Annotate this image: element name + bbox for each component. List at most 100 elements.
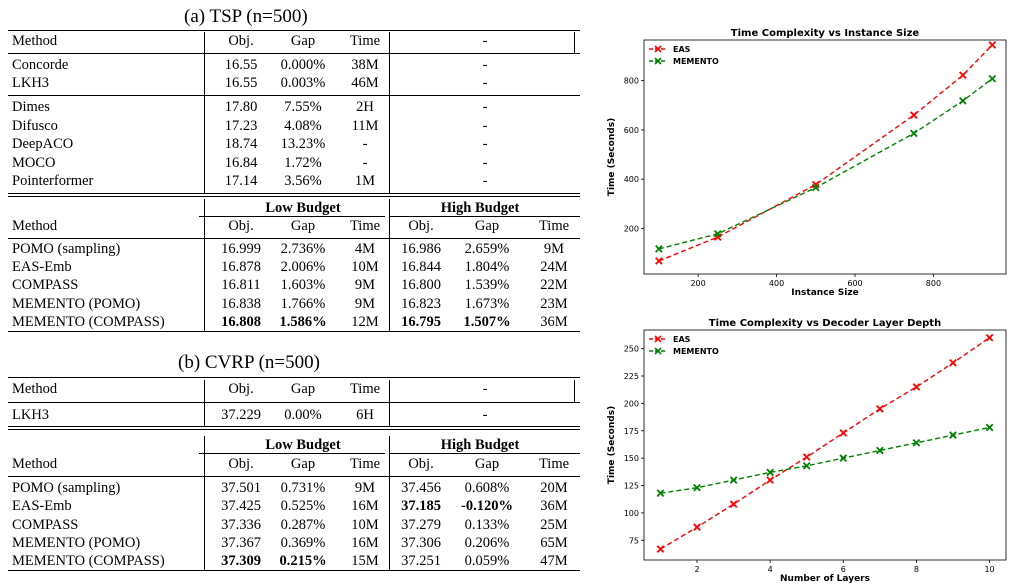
data-point-memento — [802, 461, 811, 470]
method-cell: EAS-Emb — [12, 259, 72, 276]
time-cell: 46M — [351, 75, 379, 91]
col-low-time: Time — [349, 456, 381, 472]
high-obj-cell: 37.251 — [401, 553, 441, 570]
col-method: Method — [12, 218, 58, 234]
chart-title: Time Complexity vs Instance Size — [731, 28, 920, 39]
obj-cell: 17.80 — [224, 99, 258, 115]
rule — [389, 216, 580, 217]
data-point-eas — [988, 41, 997, 49]
gap-cell: 13.23% — [280, 136, 326, 152]
method-cell: MOCO — [12, 154, 56, 171]
x-tick-label: 800 — [926, 279, 941, 288]
low-time-cell: 16M — [351, 498, 379, 515]
high-gap-cell: 2.659% — [464, 241, 510, 257]
y-axis-label: Time (Seconds) — [607, 406, 617, 484]
gap-cell: 3.56% — [284, 173, 322, 189]
rule — [8, 426, 580, 427]
low-time-cell: 12M — [351, 313, 379, 330]
column-rule — [204, 199, 205, 331]
method-cell: COMPASS — [12, 516, 79, 533]
column-rule — [204, 32, 205, 193]
high-gap-cell: 0.206% — [464, 534, 510, 551]
high-time-cell: 47M — [540, 553, 568, 570]
y-axis-label: Time (Seconds) — [607, 118, 617, 196]
method-cell: EAS-Emb — [12, 498, 72, 515]
high-time-cell: 65M — [540, 534, 568, 551]
data-point-eas — [909, 111, 918, 119]
high-gap-cell: -0.120% — [461, 498, 513, 515]
low-obj-cell: 37.425 — [221, 498, 261, 515]
method-cell: POMO (sampling) — [12, 480, 121, 496]
y-tick-label: 400 — [624, 175, 639, 184]
data-point-memento — [959, 97, 967, 105]
col-gap: Gap — [290, 33, 316, 49]
low-time-cell: 4M — [354, 241, 376, 257]
high-obj-cell: 16.800 — [401, 277, 441, 294]
time-cell: 38M — [351, 57, 379, 73]
low-obj-cell: 37.336 — [221, 516, 261, 533]
low-gap-cell: 2.736% — [280, 241, 326, 257]
method-cell: Dimes — [12, 99, 50, 115]
data-point-memento — [729, 476, 738, 484]
y-tick-label: 250 — [624, 345, 639, 354]
placeholder-cell: - — [482, 99, 488, 115]
rule — [8, 476, 580, 477]
low-gap-cell: 2.006% — [280, 259, 326, 276]
rule — [8, 53, 580, 54]
low-obj-cell: 37.501 — [221, 480, 261, 496]
column-rule — [389, 436, 390, 570]
high-gap-cell: 1.507% — [463, 313, 511, 330]
column-rule — [389, 199, 390, 331]
low-obj-cell: 16.878 — [221, 259, 261, 276]
x-tick-label: 600 — [847, 279, 862, 288]
rule — [8, 95, 580, 96]
low-time-cell: 15M — [351, 553, 379, 570]
time-cell: 2H — [356, 99, 374, 115]
data-point-eas — [876, 405, 884, 413]
col-high-gap: Gap — [474, 456, 500, 472]
y-tick-label: 100 — [624, 509, 639, 518]
high-gap-cell: 1.539% — [464, 277, 510, 294]
high-gap-cell: 0.133% — [464, 516, 510, 533]
method-cell: MEMENTO (POMO) — [12, 534, 141, 551]
method-cell: DeepACO — [12, 136, 74, 152]
legend-entry: MEMENTO — [649, 347, 719, 356]
data-point-memento — [655, 245, 663, 253]
low-gap-cell: 0.731% — [280, 480, 326, 496]
low-time-cell: 9M — [354, 295, 376, 312]
low-obj-cell: 16.838 — [221, 295, 261, 312]
method-cell: MEMENTO (COMPASS) — [12, 313, 165, 330]
low-time-cell: 9M — [354, 480, 376, 496]
gap-cell: 0.00% — [284, 407, 322, 423]
plot-frame — [643, 329, 1007, 561]
col-high-time: Time — [538, 218, 570, 234]
rule — [8, 377, 580, 378]
obj-cell: 17.23 — [224, 117, 258, 134]
y-tick-label: 125 — [624, 482, 639, 491]
x-tick-label: 200 — [690, 279, 705, 288]
x-axis-label: Instance Size — [791, 288, 858, 298]
x-tick-label: 6 — [841, 565, 846, 574]
low-obj-cell: 37.367 — [221, 534, 261, 551]
y-tick-label: 200 — [624, 399, 639, 408]
obj-cell: 16.55 — [224, 75, 258, 91]
rule — [8, 196, 580, 197]
data-point-eas — [656, 545, 665, 553]
decoder-depth-chart: Time Complexity vs Decoder Layer Depth 2 4… — [607, 318, 1007, 584]
low-obj-cell: 16.808 — [221, 313, 261, 330]
high-gap-cell: 0.059% — [464, 553, 510, 570]
high-obj-cell: 37.279 — [401, 516, 441, 533]
x-tick-label: 4 — [768, 565, 773, 574]
high-time-cell: 20M — [540, 480, 568, 496]
low-gap-cell: 1.603% — [280, 277, 326, 294]
cvrp-table-title: (b) CVRP (n=500) — [178, 352, 320, 373]
high-time-cell: 9M — [543, 241, 565, 257]
time-cell: - — [362, 154, 368, 171]
legend-entry: EAS — [649, 45, 691, 54]
data-point-eas — [949, 359, 957, 367]
y-tick-label: 150 — [624, 454, 639, 463]
low-time-cell: 10M — [351, 516, 379, 533]
col-low-obj: Obj. — [228, 456, 254, 472]
high-time-cell: 36M — [540, 498, 568, 515]
tsp-table-title: (a) TSP (n=500) — [184, 6, 308, 27]
